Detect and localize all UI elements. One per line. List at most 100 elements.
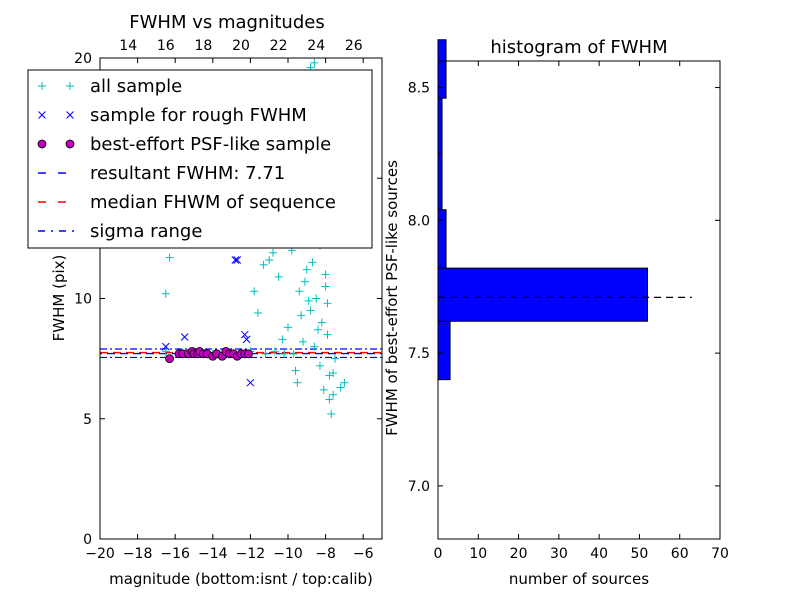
legend-frame xyxy=(27,69,373,249)
scatter-x-tick-label: −20 xyxy=(85,546,115,562)
scatter-x-tick-label: −6 xyxy=(353,546,374,562)
scatter-axes-frame xyxy=(99,57,383,540)
histogram-y-tick-label: 7.5 xyxy=(408,346,430,362)
all-sample-point xyxy=(323,299,332,308)
all-sample-point xyxy=(323,330,332,339)
histogram-title: histogram of FWHM xyxy=(490,37,667,58)
rough-fwhm-sample-point xyxy=(180,333,189,341)
all-sample-point xyxy=(300,277,309,286)
all-sample-point xyxy=(310,58,319,67)
scatter-y-tick-label: 0 xyxy=(83,532,92,548)
psf-like-sample-point xyxy=(165,354,174,364)
all-sample-point xyxy=(297,311,306,320)
psf-like-sample-point xyxy=(244,349,253,359)
histogram-y-ticks: 7.0 7.5 8.0 8.5 xyxy=(408,81,720,495)
scatter-top-tick-label: 20 xyxy=(232,38,250,54)
all-sample-point xyxy=(327,409,336,418)
all-sample-point xyxy=(161,289,170,298)
scatter-x-label: magnitude (bottom:isnt / top:calib) xyxy=(109,570,373,588)
histogram-x-tick-label: 30 xyxy=(550,546,568,562)
scatter-legend: all sample sample for rough FWHM best-effo… xyxy=(27,69,373,249)
histogram-x-tick-label: 70 xyxy=(711,546,729,562)
legend-label: sigma range xyxy=(90,221,202,242)
all-sample-point xyxy=(253,308,262,317)
all-sample-point xyxy=(314,325,323,334)
scatter-top-tick-label: 14 xyxy=(119,38,137,54)
scatter-x-tick-label: −12 xyxy=(236,546,266,562)
all-sample-point xyxy=(302,265,311,274)
all-sample-point xyxy=(284,323,292,332)
all-sample-point xyxy=(261,349,270,358)
histogram-x-tick-label: 0 xyxy=(434,546,443,562)
all-sample-point xyxy=(308,258,317,267)
all-sample-point xyxy=(336,383,345,392)
scatter-top-tick-label: 18 xyxy=(194,38,212,54)
rough-fwhm-sample-point xyxy=(231,256,240,264)
legend-entry: best-effort PSF-like sample xyxy=(37,134,331,155)
all-sample-point xyxy=(304,296,313,305)
scatter-x-tick-label: −10 xyxy=(273,546,303,562)
histogram-bar xyxy=(437,39,447,99)
all-sample-point xyxy=(340,378,349,387)
scatter-panel: FWHM vs magnitudes 14 16 18 20 22 24 26 −20 −18… xyxy=(27,12,383,588)
legend-entry: all sample xyxy=(38,76,182,97)
all-sample-point xyxy=(331,354,339,363)
rough-fwhm-sample-point xyxy=(246,378,255,387)
scatter-x-tick-label: −18 xyxy=(123,546,153,562)
histogram-panel: histogram of FWHM 0 10 20 30 40 50 60 70 7.0 7.5… xyxy=(383,37,729,588)
all-sample-point xyxy=(268,248,277,257)
histogram-bars xyxy=(437,39,648,381)
histogram-x-tick-label: 20 xyxy=(510,546,528,562)
all-sample-point xyxy=(274,272,283,281)
all-sample-point xyxy=(289,349,298,358)
legend-entry: sigma range xyxy=(38,221,202,242)
histogram-y-tick-label: 8.0 xyxy=(408,213,430,229)
all-sample-point xyxy=(295,287,304,296)
all-sample-point xyxy=(291,366,300,375)
rough-fwhm-sample-point xyxy=(242,335,251,344)
histogram-x-tick-label: 60 xyxy=(671,546,689,562)
all-sample-point xyxy=(265,256,274,265)
histogram-y-label: FWHM of best-effort PSF-like sources xyxy=(383,160,401,436)
scatter-y-tick-label: 20 xyxy=(74,51,92,67)
histogram-y-tick-label: 8.5 xyxy=(408,81,430,97)
all-sample-point xyxy=(299,337,308,346)
all-sample-point xyxy=(270,347,279,356)
all-sample-point xyxy=(259,260,268,269)
scatter-y-label: FWHM (pix) xyxy=(50,255,68,342)
histogram-bar xyxy=(437,153,443,211)
scatter-top-tick-label: 16 xyxy=(157,38,175,54)
histogram-bar xyxy=(437,320,451,381)
histogram-bar xyxy=(437,97,443,155)
histogram-x-tick-label: 40 xyxy=(590,546,608,562)
histogram-axes-frame xyxy=(437,60,721,540)
all-sample-point xyxy=(329,390,338,399)
all-sample-point xyxy=(306,306,315,315)
scatter-x-ticks: −20 −18 −16 −14 −12 −10 −8 −6 xyxy=(85,58,374,562)
legend-label: all sample xyxy=(90,76,182,97)
all-sample-point xyxy=(315,361,324,370)
all-sample-point xyxy=(312,294,321,303)
legend-entry: median FHWM of sequence xyxy=(38,192,336,213)
legend-entry: sample for rough FWHM xyxy=(38,105,307,126)
all-sample-point xyxy=(161,347,170,356)
histogram-x-tick-label: 50 xyxy=(631,546,649,562)
legend-label: sample for rough FWHM xyxy=(90,105,307,126)
rough-fwhm-sample-point xyxy=(161,342,170,351)
scatter-title: FWHM vs magnitudes xyxy=(129,12,324,33)
all-sample-point xyxy=(321,270,330,279)
histogram-bar xyxy=(437,209,447,269)
scatter-y-tick-label: 10 xyxy=(74,292,92,308)
all-sample-point xyxy=(280,349,289,358)
histogram-bar xyxy=(437,267,648,322)
all-sample-point xyxy=(310,342,319,351)
all-sample-point xyxy=(278,335,287,344)
all-sample-point xyxy=(319,385,328,394)
histogram-x-tick-label: 10 xyxy=(469,546,487,562)
rough-fwhm-sample-point xyxy=(233,256,242,264)
histogram-x-label: number of sources xyxy=(509,570,649,588)
legend-label: median FHWM of sequence xyxy=(90,192,336,213)
scatter-x-tick-label: −8 xyxy=(315,546,336,562)
scatter-top-ticks: 14 16 18 20 22 24 26 xyxy=(119,38,363,54)
